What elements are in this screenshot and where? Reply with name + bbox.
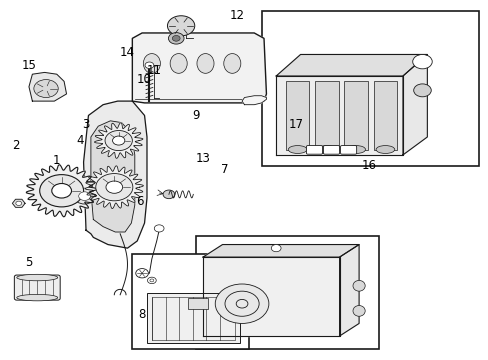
Circle shape (74, 188, 95, 204)
Text: 5: 5 (25, 256, 32, 269)
Ellipse shape (17, 274, 58, 281)
FancyBboxPatch shape (14, 275, 60, 300)
Polygon shape (85, 166, 143, 209)
Text: 10: 10 (137, 73, 152, 86)
Circle shape (106, 181, 122, 193)
Text: 3: 3 (82, 118, 89, 131)
Ellipse shape (346, 145, 365, 153)
Circle shape (167, 16, 194, 36)
Text: 13: 13 (195, 152, 210, 165)
Bar (195, 235, 378, 348)
Text: 4: 4 (76, 134, 83, 147)
Text: 12: 12 (229, 9, 244, 22)
Text: 2: 2 (13, 139, 20, 152)
Circle shape (34, 80, 58, 98)
Polygon shape (26, 165, 97, 217)
Circle shape (168, 33, 183, 44)
Circle shape (147, 277, 156, 284)
Polygon shape (83, 101, 147, 248)
Circle shape (271, 244, 281, 252)
Circle shape (16, 201, 21, 206)
Circle shape (236, 300, 247, 308)
Bar (315, 81, 338, 149)
Ellipse shape (197, 54, 214, 73)
Polygon shape (91, 121, 135, 232)
Circle shape (112, 136, 124, 145)
Text: 9: 9 (192, 109, 199, 122)
Polygon shape (203, 244, 358, 257)
Text: 7: 7 (221, 163, 228, 176)
Text: 11: 11 (146, 64, 162, 77)
Polygon shape (402, 54, 427, 155)
Circle shape (145, 62, 154, 68)
Polygon shape (339, 244, 358, 336)
Circle shape (413, 84, 430, 97)
Circle shape (172, 36, 180, 41)
Polygon shape (276, 54, 427, 76)
Ellipse shape (352, 280, 365, 291)
Text: 17: 17 (287, 118, 303, 131)
Bar (261, 12, 478, 166)
FancyBboxPatch shape (323, 145, 339, 154)
Circle shape (40, 175, 83, 207)
Text: 8: 8 (138, 308, 145, 321)
Ellipse shape (170, 54, 187, 73)
Ellipse shape (317, 145, 336, 153)
Ellipse shape (352, 306, 365, 316)
Text: 15: 15 (21, 59, 36, 72)
FancyBboxPatch shape (340, 145, 356, 154)
Circle shape (224, 291, 259, 316)
Circle shape (52, 184, 71, 198)
Bar (344, 81, 367, 149)
Circle shape (105, 131, 132, 150)
Bar (132, 253, 249, 348)
Bar (373, 81, 396, 149)
Circle shape (96, 174, 133, 201)
Ellipse shape (288, 145, 306, 153)
Circle shape (136, 269, 148, 278)
Bar (147, 293, 239, 343)
Polygon shape (132, 33, 266, 103)
Circle shape (79, 192, 90, 201)
Circle shape (163, 190, 174, 199)
Circle shape (154, 225, 163, 232)
Circle shape (215, 284, 268, 323)
Text: 1: 1 (53, 154, 61, 167)
Text: 14: 14 (120, 46, 135, 59)
Ellipse shape (224, 54, 241, 73)
FancyBboxPatch shape (306, 145, 322, 154)
Text: 6: 6 (136, 195, 143, 208)
Text: 16: 16 (361, 159, 376, 172)
Bar (188, 298, 207, 309)
Polygon shape (203, 257, 339, 336)
Bar (152, 297, 234, 339)
Polygon shape (12, 199, 25, 207)
Polygon shape (29, 72, 66, 101)
Ellipse shape (17, 294, 58, 301)
Polygon shape (94, 123, 142, 158)
Ellipse shape (375, 145, 394, 153)
Circle shape (412, 54, 431, 69)
Bar (285, 81, 309, 149)
Polygon shape (276, 76, 402, 155)
Circle shape (150, 279, 154, 282)
Polygon shape (242, 96, 266, 105)
Ellipse shape (143, 54, 160, 73)
